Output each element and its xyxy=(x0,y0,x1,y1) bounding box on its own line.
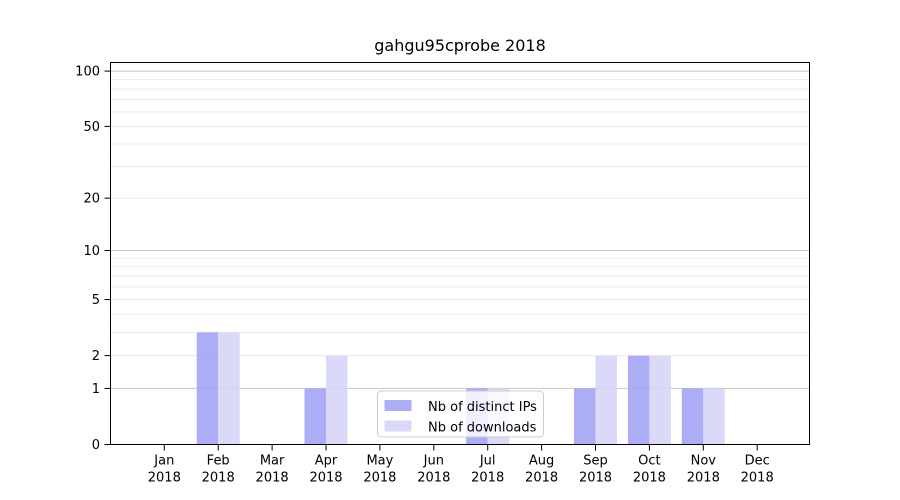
bar-nb-of-distinct-ips-apr xyxy=(304,388,326,445)
x-tick-label-month-nov: Nov xyxy=(691,454,717,469)
x-tick-label-year-sep: 2018 xyxy=(579,471,612,486)
x-tick-label-year-aug: 2018 xyxy=(525,471,558,486)
bar-nb-of-downloads-nov xyxy=(703,388,725,445)
x-tick-label-year-nov: 2018 xyxy=(687,471,720,486)
x-tick-label-month-oct: Oct xyxy=(638,454,660,469)
x-tick-label-year-may: 2018 xyxy=(363,471,396,486)
x-tick-label-month-jul: Jul xyxy=(479,454,496,469)
bar-nb-of-distinct-ips-nov xyxy=(681,388,704,445)
x-tick-label-month-sep: Sep xyxy=(583,454,608,469)
x-tick-label-year-jan: 2018 xyxy=(148,471,181,486)
x-tick-label-month-dec: Dec xyxy=(745,454,770,469)
y-tick-label-20: 20 xyxy=(83,192,100,207)
legend: Nb of distinct IPs Nb of downloads xyxy=(377,390,544,438)
bar-nb-of-downloads-feb xyxy=(218,332,240,445)
y-tick-label-1: 1 xyxy=(92,382,100,397)
x-tick-label-year-oct: 2018 xyxy=(633,471,666,486)
y-tick-label-50: 50 xyxy=(83,120,100,135)
x-tick-label-month-aug: Aug xyxy=(529,454,554,469)
x-tick-label-year-dec: 2018 xyxy=(741,471,774,486)
x-tick-label-year-jun: 2018 xyxy=(417,471,450,486)
legend-swatch-nb-of-distinct-ips xyxy=(384,400,412,411)
bar-nb-of-distinct-ips-oct xyxy=(627,355,650,445)
bar-nb-of-downloads-sep xyxy=(595,355,617,445)
x-tick-label-month-apr: Apr xyxy=(315,454,338,469)
axes-frame xyxy=(110,62,810,445)
y-tick-label-100: 100 xyxy=(75,65,100,80)
y-tick-label-10: 10 xyxy=(83,244,100,259)
x-tick-label-month-feb: Feb xyxy=(207,454,230,469)
x-tick-label-year-jul: 2018 xyxy=(471,471,504,486)
bar-nb-of-downloads-apr xyxy=(326,355,348,445)
chart-title: gahgu95cprobe 2018 xyxy=(374,36,546,55)
x-tick-label-year-feb: 2018 xyxy=(202,471,235,486)
bar-nb-of-downloads-oct xyxy=(649,355,671,445)
x-tick-label-month-mar: Mar xyxy=(260,454,285,469)
y-tick-label-0: 0 xyxy=(92,438,100,453)
legend-frame xyxy=(377,390,544,438)
legend-swatch-nb-of-downloads xyxy=(384,420,412,432)
bar-nb-of-distinct-ips-sep xyxy=(574,388,596,445)
y-tick-label-5: 5 xyxy=(92,293,100,308)
legend-label-nb-of-downloads: Nb of downloads xyxy=(428,421,537,436)
x-tick-label-year-mar: 2018 xyxy=(256,471,289,486)
plot-area: 0 1 2 5 10 20 50 100 Jan 2018 Feb 2018 Mar 2018 Apr 201… xyxy=(75,62,810,486)
x-tick-label-month-jun: Jun xyxy=(423,454,444,469)
bar-nb-of-distinct-ips-feb xyxy=(196,332,219,445)
x-tick-label-month-jan: Jan xyxy=(153,454,174,469)
y-tick-label-2: 2 xyxy=(92,349,100,364)
x-tick-label-year-apr: 2018 xyxy=(309,471,342,486)
x-tick-label-month-may: May xyxy=(366,454,393,469)
legend-label-nb-of-distinct-ips: Nb of distinct IPs xyxy=(428,400,537,415)
